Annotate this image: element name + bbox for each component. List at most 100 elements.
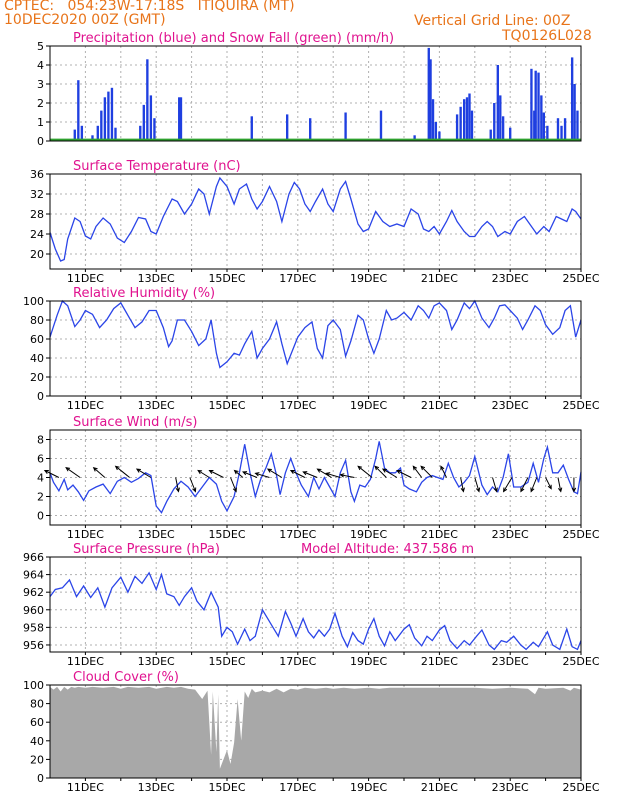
precip-bar [434,122,438,141]
precip-ytick-label: 1 [37,116,44,129]
temperature-ytick-label: 28 [30,208,44,221]
wind-vector-arrow [460,477,465,493]
humidity-ytick-label: 80 [30,314,44,327]
precip-bar [463,99,466,141]
wind-ytick-label: 8 [37,434,44,447]
wind-vector-arrow [381,468,398,478]
header-run-time: 10DEC2020 00Z (GMT) [4,12,166,28]
pressure-ytick-label: 958 [23,621,44,634]
wind-series-line [49,441,582,514]
pressure-ytick-label: 964 [23,569,44,582]
pressure-ytick-label: 956 [23,639,44,652]
humidity-series-line [49,299,582,369]
precip-bar [114,127,117,141]
precip-bar [103,97,107,141]
cloud-xtick-label: 23DEC [492,781,529,794]
wind-vector-arrow [208,469,224,478]
wind-vector-arrow [233,469,244,478]
temperature-xtick-label: 11DEC [67,272,104,285]
precip-bar [534,70,537,141]
precip-bar [431,99,435,141]
precip-ytick-label: 5 [37,40,44,53]
wind-vector-arrow [530,477,538,493]
pressure-ytick-label: 962 [23,586,44,599]
pressure-xtick-label: 19DEC [350,655,387,668]
wind-xtick-label: 17DEC [279,528,316,541]
wind-vector-arrow [374,465,387,478]
precip-bar [540,95,543,141]
pressure-title: Surface Pressure (hPa) [73,542,220,557]
wind-ytick-label: 0 [37,510,44,523]
pressure-ytick-label: 966 [23,551,44,564]
humidity-xtick-label: 21DEC [421,399,458,412]
wind-vector-arrow [440,465,447,478]
wind-vector-arrow [65,467,81,478]
cloud-xtick-label: 13DEC [138,781,175,794]
wind-vector-arrow [474,477,481,493]
precip-bar [499,95,502,141]
precip-frame [49,45,582,142]
precip-bar [73,129,76,141]
wind-vector-arrow [571,477,577,493]
pressure-xtick-label: 15DEC [208,655,245,668]
precip-bar [542,112,546,141]
precip-bar [179,97,183,141]
cloud-xtick-label: 17DEC [279,781,316,794]
humidity-ytick-label: 20 [30,371,44,384]
wind-xtick-label: 21DEC [421,528,458,541]
precip-bar [546,125,549,141]
precip-bar [537,72,540,141]
humidity-xtick-label: 13DEC [138,399,175,412]
humidity-plot-area [50,301,581,396]
pressure-xtick-label: 25DEC [562,655,599,668]
temperature-ytick-label: 36 [30,168,44,181]
wind-vector-arrow [412,465,423,478]
wind-vector-arrow [357,465,373,478]
precip-bar [77,80,80,141]
pressure-xtick-label: 13DEC [138,655,175,668]
precip-bar [427,47,430,141]
precip-bar [468,93,471,141]
precip-bar [496,65,499,141]
humidity-xtick-label: 15DEC [208,399,245,412]
humidity-xtick-label: 19DEC [350,399,387,412]
cloud-xtick-label: 19DEC [350,781,387,794]
wind-xtick-label: 15DEC [208,528,245,541]
wind-ytick-label: 2 [37,491,44,504]
humidity-title: Relative Humidity (%) [73,286,215,301]
wind-panel [43,429,582,528]
wind-vector-arrow [396,469,412,478]
temperature-xtick-label: 23DEC [492,272,529,285]
pressure-series-line [49,571,582,651]
precip-bar [576,110,579,141]
precip-bar [146,59,149,141]
wind-xtick-label: 11DEC [67,528,104,541]
temperature-ytick-label: 20 [30,248,44,261]
cloud-xtick-label: 25DEC [562,781,599,794]
temperature-plot-area [50,174,581,269]
cloud-panel [46,684,582,781]
wind-vector-arrow [325,472,341,478]
precip-bar [459,106,462,141]
temperature-panel [46,173,582,272]
precip-bar [96,125,99,141]
temperature-ytick-label: 32 [30,188,44,201]
pressure-ytick-label: 960 [23,604,44,617]
wind-xtick-label: 13DEC [138,528,175,541]
temperature-title: Surface Temperature (nC) [73,159,241,174]
pressure-subtitle: Model Altitude: 437.586 m [301,542,474,557]
precip-bar [309,118,312,141]
cloud-ytick-label: 20 [30,753,44,766]
wind-vector-arrow [92,466,106,478]
precip-bar [107,91,110,141]
precip-bar [344,112,347,141]
temperature-ytick-label: 24 [30,228,44,241]
temperature-frame [49,173,582,270]
precip-bar [142,104,145,141]
precip-bar [413,135,416,141]
pressure-xtick-label: 23DEC [492,655,529,668]
wind-vector-arrow [175,477,180,493]
humidity-ytick-label: 60 [30,333,44,346]
cloud-xtick-label: 21DEC [421,781,458,794]
